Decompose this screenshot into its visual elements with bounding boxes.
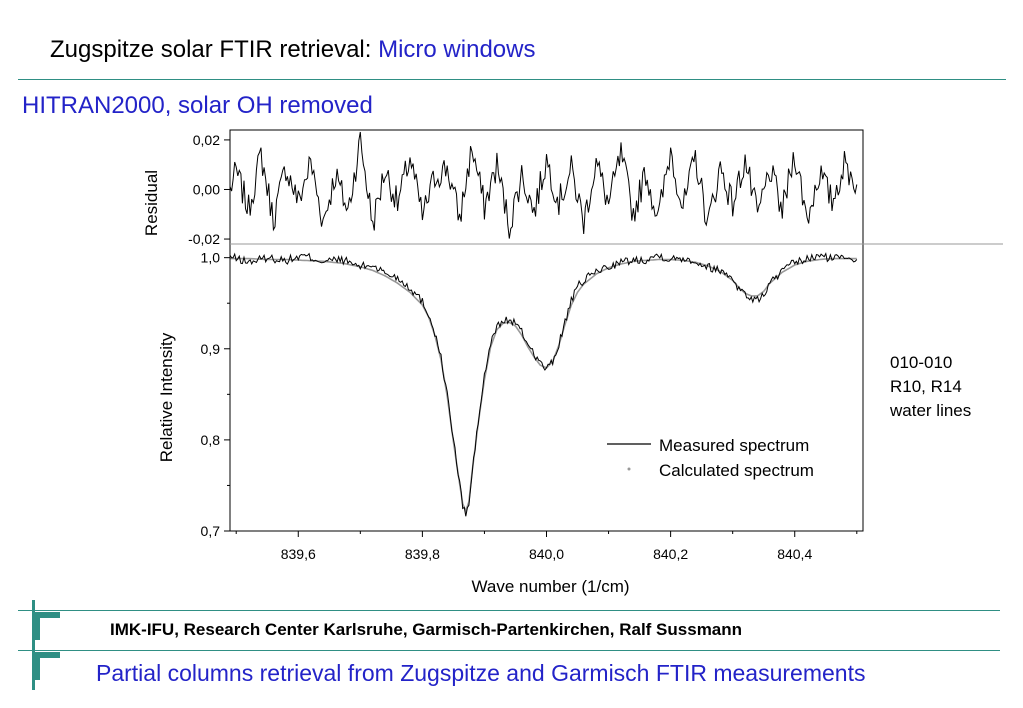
xtick-label: 840,4: [777, 546, 812, 562]
footer-rule-top: [18, 610, 1000, 611]
residual-panel: [229, 131, 858, 239]
xtick-label: 839,8: [405, 546, 440, 562]
axes: 0,02 0,00 -0,02 Residual 1,0 0,9 0,8 0,7 Relativ…: [142, 129, 1003, 596]
annotation-line-3: water lines: [890, 401, 972, 420]
residual-ytick-label: 0,02: [193, 132, 220, 148]
residual-series-line: [229, 131, 858, 239]
title-accent: Micro windows: [378, 36, 536, 63]
legend-calculated-swatch: [627, 467, 631, 471]
spectrum-ylabel: Relative Intensity: [157, 332, 176, 462]
annotation-line-1: 010-010: [890, 353, 953, 372]
spectrum-panel: [229, 252, 858, 517]
spectrum-ytick-label: 0,9: [201, 341, 221, 357]
legend-calculated-label: Calculated spectrum: [659, 461, 814, 480]
residual-ylabel: Residual: [142, 170, 161, 236]
measured-spectrum-line: [229, 252, 858, 517]
legend-measured-label: Measured spectrum: [659, 436, 809, 455]
xtick-label: 840,2: [653, 546, 688, 562]
footer-rule-bottom: [18, 650, 1000, 651]
slide-subtitle: HITRAN2000, solar OH removed: [22, 92, 373, 119]
spectrum-ytick-label: 0,8: [201, 432, 221, 448]
water-lines-annotation: 010-010 R10, R14 water lines: [890, 351, 971, 423]
annotation-line-2: R10, R14: [890, 377, 962, 396]
header-rule: [18, 79, 1006, 80]
logo-lower-mark-icon: [34, 652, 60, 658]
residual-frame: [229, 129, 864, 245]
spectrum-ytick-label: 0,7: [201, 523, 221, 539]
spectrum-ytick-label: 1,0: [201, 250, 221, 266]
xtick-label: 840,0: [529, 546, 564, 562]
logo-upper-mark-icon: [34, 612, 60, 618]
logo-upper-stem-icon: [34, 612, 40, 640]
slide-title: Zugspitze solar FTIR retrieval: Micro wi…: [50, 36, 535, 64]
title-prefix: Zugspitze solar FTIR retrieval:: [50, 36, 379, 63]
chart-legend: Measured spectrum Calculated spectrum: [607, 436, 814, 480]
residual-ytick-label: 0,00: [193, 181, 220, 197]
residual-ytick-label: -0,02: [188, 231, 220, 247]
xtick-label: 839,6: [281, 546, 316, 562]
footer-title: Partial columns retrieval from Zugspitze…: [96, 660, 866, 686]
x-axis-label: Wave number (1/cm): [471, 577, 629, 596]
logo-lower-stem-icon: [34, 652, 40, 680]
logo-bar-icon: [32, 600, 35, 690]
footer-organization: IMK-IFU, Research Center Karlsruhe, Garm…: [110, 620, 743, 639]
